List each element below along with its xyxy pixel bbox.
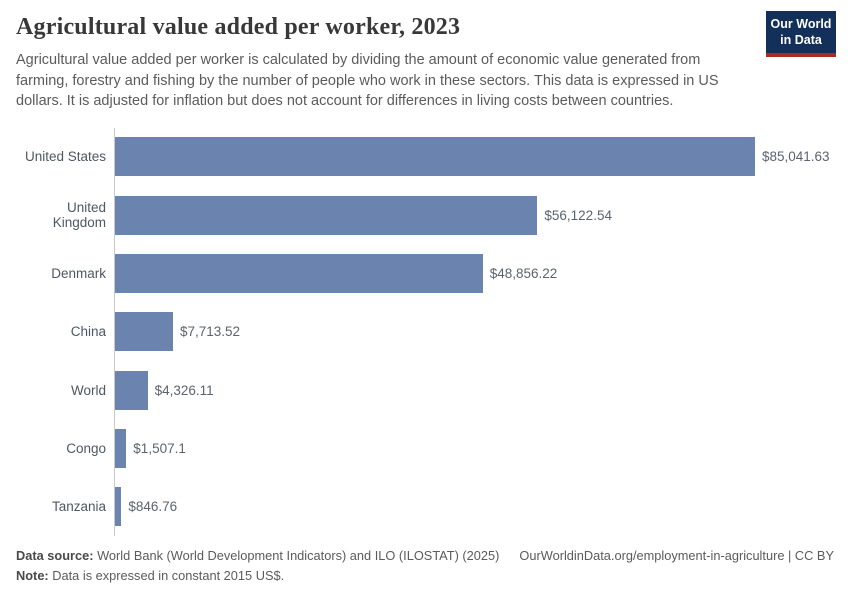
category-label: World <box>70 382 106 398</box>
owid-logo-line2: in Data <box>780 32 822 47</box>
chart-row: China $7,713.52 <box>16 302 834 361</box>
bar-area: $1,507.1 <box>114 419 834 478</box>
bar-value-label: $7,713.52 <box>180 324 241 340</box>
bar-area: $4,326.11 <box>114 360 834 420</box>
owid-url-link[interactable]: OurWorldinData.org/employment-in-agricul… <box>519 548 834 563</box>
bar-area: $56,122.54 <box>114 186 834 245</box>
page-title: Agricultural value added per worker, 202… <box>16 14 461 40</box>
category-label: Denmark <box>51 265 106 281</box>
bar-value-label: $4,326.11 <box>154 382 214 398</box>
owid-logo-line1: Our World <box>770 17 832 31</box>
owid-logo[interactable]: Our World in Data <box>766 11 836 58</box>
bar[interactable] <box>115 312 173 352</box>
chart-row: Denmark $48,856.22 <box>16 244 834 303</box>
data-source-text: World Bank (World Development Indicators… <box>93 548 500 563</box>
category-label: Tanzania <box>51 499 106 515</box>
bar[interactable] <box>115 137 755 177</box>
chart-footer: Data source: World Bank (World Developme… <box>16 548 834 583</box>
note-label: Note: <box>16 568 49 583</box>
note-text: Data is expressed in constant 2015 US$. <box>48 568 285 583</box>
bar-value-label: $56,122.54 <box>544 207 612 223</box>
chart-subtitle: Agricultural value added per worker is c… <box>16 52 719 110</box>
bar-area: $48,856.22 <box>114 244 834 303</box>
bar[interactable] <box>115 253 483 293</box>
chart-row: United Kingdom $56,122.54 <box>16 186 834 245</box>
bar-area: $85,041.63 <box>114 127 834 187</box>
bar[interactable] <box>115 487 122 527</box>
category-label: United States <box>24 149 106 165</box>
bar-value-label: $846.76 <box>128 499 178 515</box>
bar-chart: United States $85,041.63 United Kingdom … <box>16 127 834 536</box>
bar[interactable] <box>115 370 148 410</box>
chart-row: Congo $1,507.1 <box>16 419 834 478</box>
bar[interactable] <box>115 428 127 468</box>
bar[interactable] <box>115 195 538 235</box>
bar-value-label: $48,856.22 <box>489 265 558 281</box>
category-label: China <box>70 324 106 340</box>
data-source-label: Data source: <box>16 548 94 563</box>
bar-area: $846.76 <box>114 477 834 536</box>
category-label: United Kingdom <box>52 200 106 231</box>
bar-area: $7,713.52 <box>114 302 834 361</box>
chart-row: Tanzania $846.76 <box>16 477 834 536</box>
chart-row: World $4,326.11 <box>16 360 834 420</box>
data-source-line: Data source: World Bank (World Developme… <box>16 548 499 563</box>
note-line: Note: Data is expressed in constant 2015… <box>16 568 834 583</box>
bar-value-label: $85,041.63 <box>762 149 830 165</box>
category-label: Congo <box>66 440 106 456</box>
chart-header: Agricultural value added per worker, 202… <box>16 11 836 112</box>
bar-value-label: $1,507.1 <box>133 440 186 456</box>
chart-row: United States $85,041.63 <box>16 127 834 187</box>
